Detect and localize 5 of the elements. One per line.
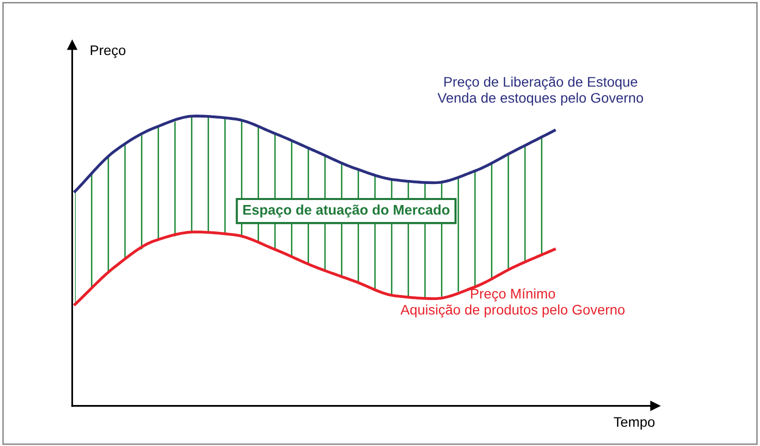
y-axis-title: Preço — [90, 45, 126, 58]
annotation: Espaço de atuação do Mercado — [243, 204, 450, 218]
x-axis-title: Tempo — [614, 417, 655, 430]
series-label: Preço Mínimo Aquisição de produtos pelo Governo — [400, 288, 625, 318]
text: Preço de Liberação de Estoque Venda de estoques pelo Governo — [438, 76, 644, 106]
